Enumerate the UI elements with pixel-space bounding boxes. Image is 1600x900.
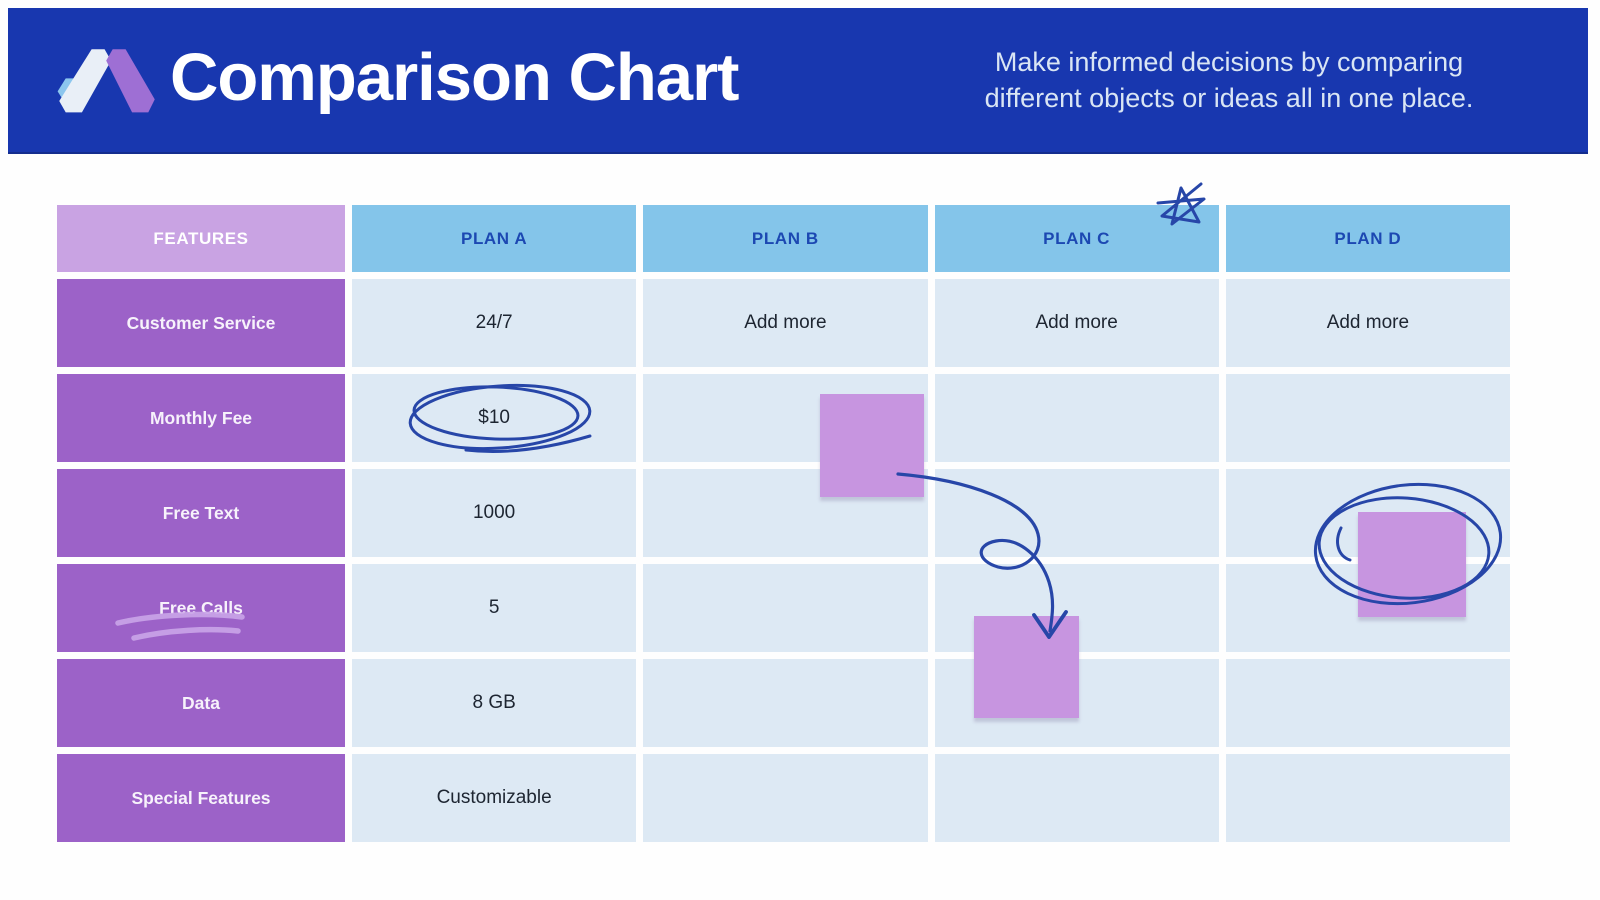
table-cell[interactable]: 8 GB (352, 659, 637, 747)
page-title: Comparison Chart (170, 40, 739, 116)
row-label-customer-service: Customer Service (57, 279, 345, 367)
sticky-note-plan-c[interactable] (974, 616, 1079, 718)
column-header-features: FEATURES (57, 205, 345, 272)
table-cell[interactable] (1225, 754, 1510, 842)
page-tagline: Make informed decisions by comparing dif… (944, 44, 1514, 116)
column-header-plan-c: PLAN C (934, 205, 1219, 272)
row-label-special-features: Special Features (57, 754, 345, 842)
table-cell[interactable] (934, 374, 1219, 462)
table-cell[interactable]: 5 (352, 564, 637, 652)
table-cell[interactable] (643, 754, 928, 842)
tagline-line-2: different objects or ideas all in one pl… (984, 83, 1474, 113)
comparison-table: FEATURES PLAN A PLAN B PLAN C PLAN D Cus… (57, 205, 1510, 842)
sticky-note-plan-b[interactable] (820, 394, 924, 497)
table-cell-add-more[interactable]: Add more (643, 279, 928, 367)
column-header-plan-d: PLAN D (1225, 205, 1510, 272)
row-label-free-calls: Free Calls (57, 564, 345, 652)
header-banner: Comparison Chart Make informed decisions… (8, 8, 1588, 154)
column-header-plan-b: PLAN B (643, 205, 928, 272)
table-cell[interactable] (934, 469, 1219, 557)
tagline-line-1: Make informed decisions by comparing (994, 46, 1464, 77)
row-label-data: Data (57, 659, 345, 747)
hexagon-m-logo-icon (57, 49, 155, 113)
table-cell[interactable]: 24/7 (352, 279, 637, 367)
table-cell-add-more[interactable]: Add more (934, 279, 1219, 367)
table-cell[interactable] (1225, 374, 1510, 462)
table-cell[interactable] (643, 564, 928, 652)
row-label-monthly-fee: Monthly Fee (57, 374, 345, 462)
table-cell[interactable]: 1000 (352, 469, 637, 557)
table-cell-add-more[interactable]: Add more (1225, 279, 1510, 367)
sticky-note-plan-d[interactable] (1358, 512, 1466, 617)
column-header-plan-a: PLAN A (352, 205, 637, 272)
table-cell[interactable]: $10 (352, 374, 637, 462)
table-cell[interactable]: Customizable (352, 754, 637, 842)
table-cell[interactable] (1225, 659, 1510, 747)
table-cell[interactable] (934, 754, 1219, 842)
table-cell[interactable] (643, 659, 928, 747)
row-label-free-text: Free Text (57, 469, 345, 557)
